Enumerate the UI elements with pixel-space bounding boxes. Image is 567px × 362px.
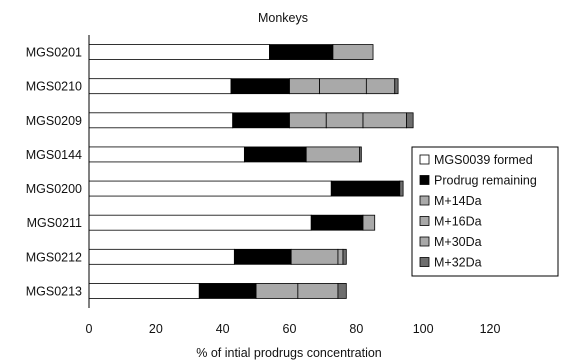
legend-swatch bbox=[419, 195, 430, 206]
bar-segment bbox=[269, 44, 334, 60]
bar-segment bbox=[337, 283, 347, 299]
bar-segment bbox=[88, 248, 235, 265]
legend-label: M+32Da bbox=[434, 256, 482, 270]
x-tick-label: 40 bbox=[216, 322, 230, 336]
bar-segment bbox=[305, 146, 361, 163]
legend-swatch bbox=[419, 257, 430, 267]
legend-label: M+30Da bbox=[434, 235, 482, 249]
bar-segment bbox=[365, 78, 396, 95]
category-label: MGS0144 bbox=[26, 148, 82, 162]
x-tick-labels: 0 20 40 60 80 100 120 bbox=[86, 322, 501, 336]
category-label: MGS0213 bbox=[26, 284, 82, 298]
bar-segment bbox=[337, 248, 344, 265]
legend-label: MGS0039 formed bbox=[434, 153, 533, 167]
bar-segment bbox=[233, 248, 292, 265]
bar-segment bbox=[230, 78, 290, 95]
legend-swatch bbox=[419, 236, 430, 247]
x-axis-label: % of intial prodrugs concentration bbox=[196, 346, 382, 360]
chart-title: Monkeys bbox=[258, 11, 308, 25]
legend-label: M+16Da bbox=[434, 215, 482, 229]
bar-segment bbox=[88, 112, 234, 129]
category-label: MGS0212 bbox=[26, 250, 82, 264]
bar-segment bbox=[359, 146, 362, 163]
legend-label: M+14Da bbox=[434, 194, 482, 208]
bar-segment bbox=[406, 112, 414, 129]
category-label: MGS0210 bbox=[26, 80, 82, 94]
bar-segment bbox=[88, 180, 332, 197]
x-tick-label: 120 bbox=[480, 322, 501, 336]
bar-segment bbox=[332, 44, 374, 60]
legend-frame bbox=[411, 146, 559, 277]
category-label: MGS0200 bbox=[26, 182, 82, 196]
category-label: MGS0201 bbox=[26, 46, 82, 60]
bar-segment bbox=[290, 248, 339, 265]
bar-segment bbox=[325, 112, 364, 129]
category-label: MGS0211 bbox=[27, 216, 82, 230]
legend-label: Prodrug remaining bbox=[434, 174, 537, 188]
bar-segment bbox=[243, 146, 307, 163]
bar-segment bbox=[394, 78, 399, 95]
legend-swatch bbox=[419, 216, 430, 226]
bar-segment bbox=[88, 146, 245, 163]
bar-segment bbox=[330, 180, 401, 197]
bars-group bbox=[88, 44, 414, 299]
x-tick-label: 0 bbox=[86, 322, 93, 336]
bar-segment bbox=[310, 214, 364, 231]
bar-segment bbox=[255, 283, 299, 299]
bar-segment bbox=[88, 283, 200, 299]
bar-segment bbox=[232, 112, 290, 129]
bar-segment bbox=[362, 112, 407, 129]
x-tick-label: 60 bbox=[283, 322, 297, 336]
bar-segment bbox=[88, 78, 232, 95]
legend-swatch bbox=[419, 154, 430, 165]
x-tick-label: 20 bbox=[149, 322, 163, 336]
bar-segment bbox=[88, 44, 270, 60]
bar-segment bbox=[198, 283, 257, 299]
bar-segment bbox=[289, 112, 327, 129]
legend: MGS0039 formed Prodrug remaining M+14Da M+1… bbox=[411, 146, 559, 277]
x-tick-label: 80 bbox=[349, 322, 363, 336]
bar-segment bbox=[399, 180, 404, 197]
bar-segment bbox=[362, 214, 376, 231]
x-tick-label: 100 bbox=[413, 322, 434, 336]
bar-segment bbox=[297, 283, 339, 299]
bar-segment bbox=[342, 248, 347, 265]
bar-segment bbox=[88, 214, 312, 231]
legend-swatch bbox=[419, 175, 430, 185]
bar-segment bbox=[289, 78, 320, 95]
bar-segment bbox=[319, 78, 367, 95]
category-labels: MGS0201 MGS0210 MGS0209 MGS0144 MGS0200 MGS02… bbox=[26, 46, 82, 299]
category-label: MGS0209 bbox=[26, 114, 82, 128]
